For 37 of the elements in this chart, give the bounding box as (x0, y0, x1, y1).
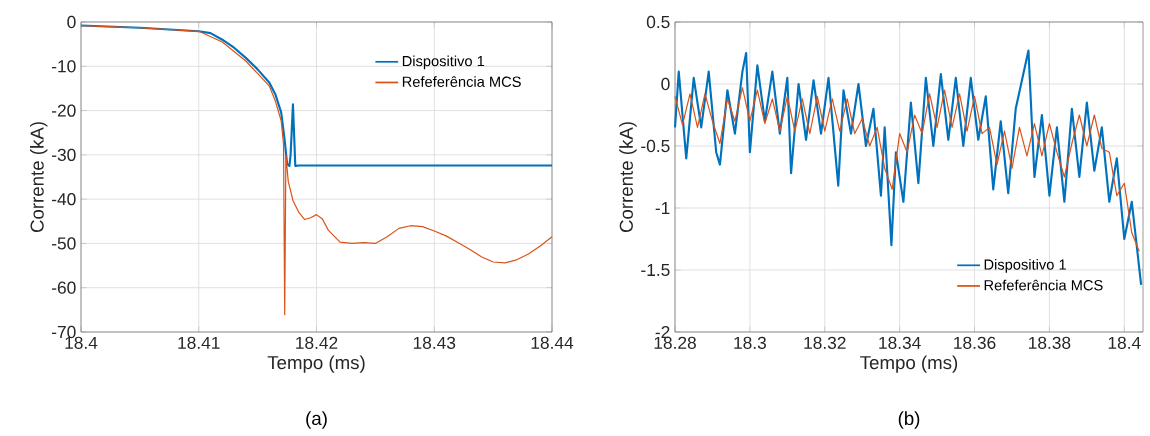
line-series (674, 87, 1140, 252)
y-tick-label: -60 (52, 281, 76, 294)
y-tick-label: -20 (52, 104, 76, 117)
y-tick-label: 0 (661, 77, 670, 91)
text: (a) (306, 411, 327, 429)
y-tick-label: -1 (655, 202, 670, 214)
x-tick-label: 18.38 (1029, 336, 1071, 349)
x-tick-label: 18.44 (531, 336, 574, 349)
y-tick-label: -1.5 (641, 263, 670, 277)
x-tick-label: 18.34 (879, 336, 921, 349)
y-tick-label: -10 (52, 60, 76, 73)
legend-label: Refeferência MCS (402, 76, 521, 87)
text: (b) (898, 411, 920, 429)
x-axis-title: Tempo (ms) (860, 355, 958, 373)
x-tick-label: 18.4 (1108, 336, 1141, 349)
legend-label: Refeferência MCS (984, 279, 1103, 291)
x-tick-label: 18.42 (296, 336, 338, 349)
y-tick-label: 0 (67, 15, 76, 29)
legend-label: Dispositivo 1 (984, 259, 1066, 273)
y-axis-title: Corrente (kA) (30, 122, 48, 233)
y-tick-label: -40 (52, 193, 76, 206)
y-tick-label: -50 (52, 237, 76, 250)
x-tick-label: 18.28 (654, 336, 696, 349)
legend-label: Dispositivo 1 (402, 55, 485, 70)
line-series (80, 24, 553, 316)
y-tick-label: -30 (52, 148, 76, 161)
x-tick-label: 18.43 (413, 336, 456, 349)
x-axis-title: Tempo (ms) (267, 355, 365, 373)
x-tick-label: 18.32 (804, 336, 846, 349)
y-axis-title: Corrente (kA) (619, 122, 637, 233)
x-tick-label: 18.41 (178, 336, 220, 349)
line-series (79, 24, 554, 167)
y-tick-label: -2 (655, 325, 670, 339)
x-tick-label: 18.36 (954, 336, 996, 349)
y-tick-label: -0.5 (641, 139, 670, 153)
y-tick-label: 0.5 (646, 15, 670, 29)
x-tick-label: 18.3 (734, 336, 766, 349)
